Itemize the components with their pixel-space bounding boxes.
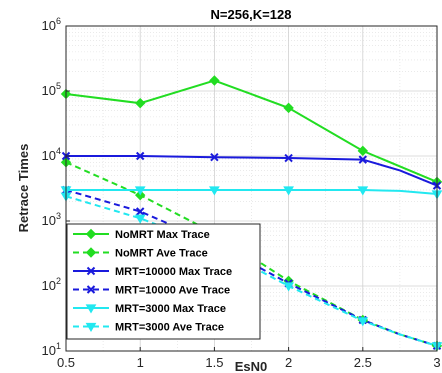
data-point [357,145,369,157]
legend-label: MRT=3000 Max Trace [115,303,226,315]
data-point [283,102,294,114]
data-point [209,75,220,86]
plot-frame [65,25,438,352]
data-point [357,317,369,327]
legend-marker [85,304,97,314]
data-point [209,186,220,196]
data-point [283,282,294,292]
x-tick-label: 2 [285,355,292,370]
x-tick-label: 2.5 [354,355,372,370]
data-point [358,155,368,164]
data-point [135,207,145,216]
series-2 [61,151,442,190]
data-point [134,186,146,196]
legend-label: NoMRT Ave Trace [115,248,208,260]
data-point [283,186,294,196]
data-point [135,151,145,161]
data-point [134,214,146,224]
x-tick-label: 1 [137,355,144,370]
legend-marker [86,285,96,294]
y-axis-label: Retrace Times [16,144,31,233]
legend-marker [85,322,97,332]
legend-label: MRT=10000 Ave Trace [115,285,230,297]
x-tick-label: 0.5 [57,355,75,370]
legend-marker [85,247,97,258]
data-point [210,152,219,162]
legend-marker [85,228,97,240]
legend-label: MRT=3000 Ave Trace [115,322,224,334]
legend-label: NoMRT Max Trace [115,229,210,241]
chart-title: N=256,K=128 [211,7,292,22]
series-layer [60,75,442,352]
x-tick-label: 3 [433,355,440,370]
series-line [65,79,438,183]
x-axis-label: EsN0 [235,359,268,373]
data-point [134,97,146,109]
x-tick-label: 1.5 [205,355,223,370]
legend-label: MRT=10000 Max Trace [115,266,232,278]
legend-box [66,223,261,340]
legend-marker [86,266,96,276]
legend: NoMRT Max Trace NoMRT Ave Trace MRT=10000 … [66,223,261,340]
data-point [357,186,369,196]
data-point [284,153,293,163]
